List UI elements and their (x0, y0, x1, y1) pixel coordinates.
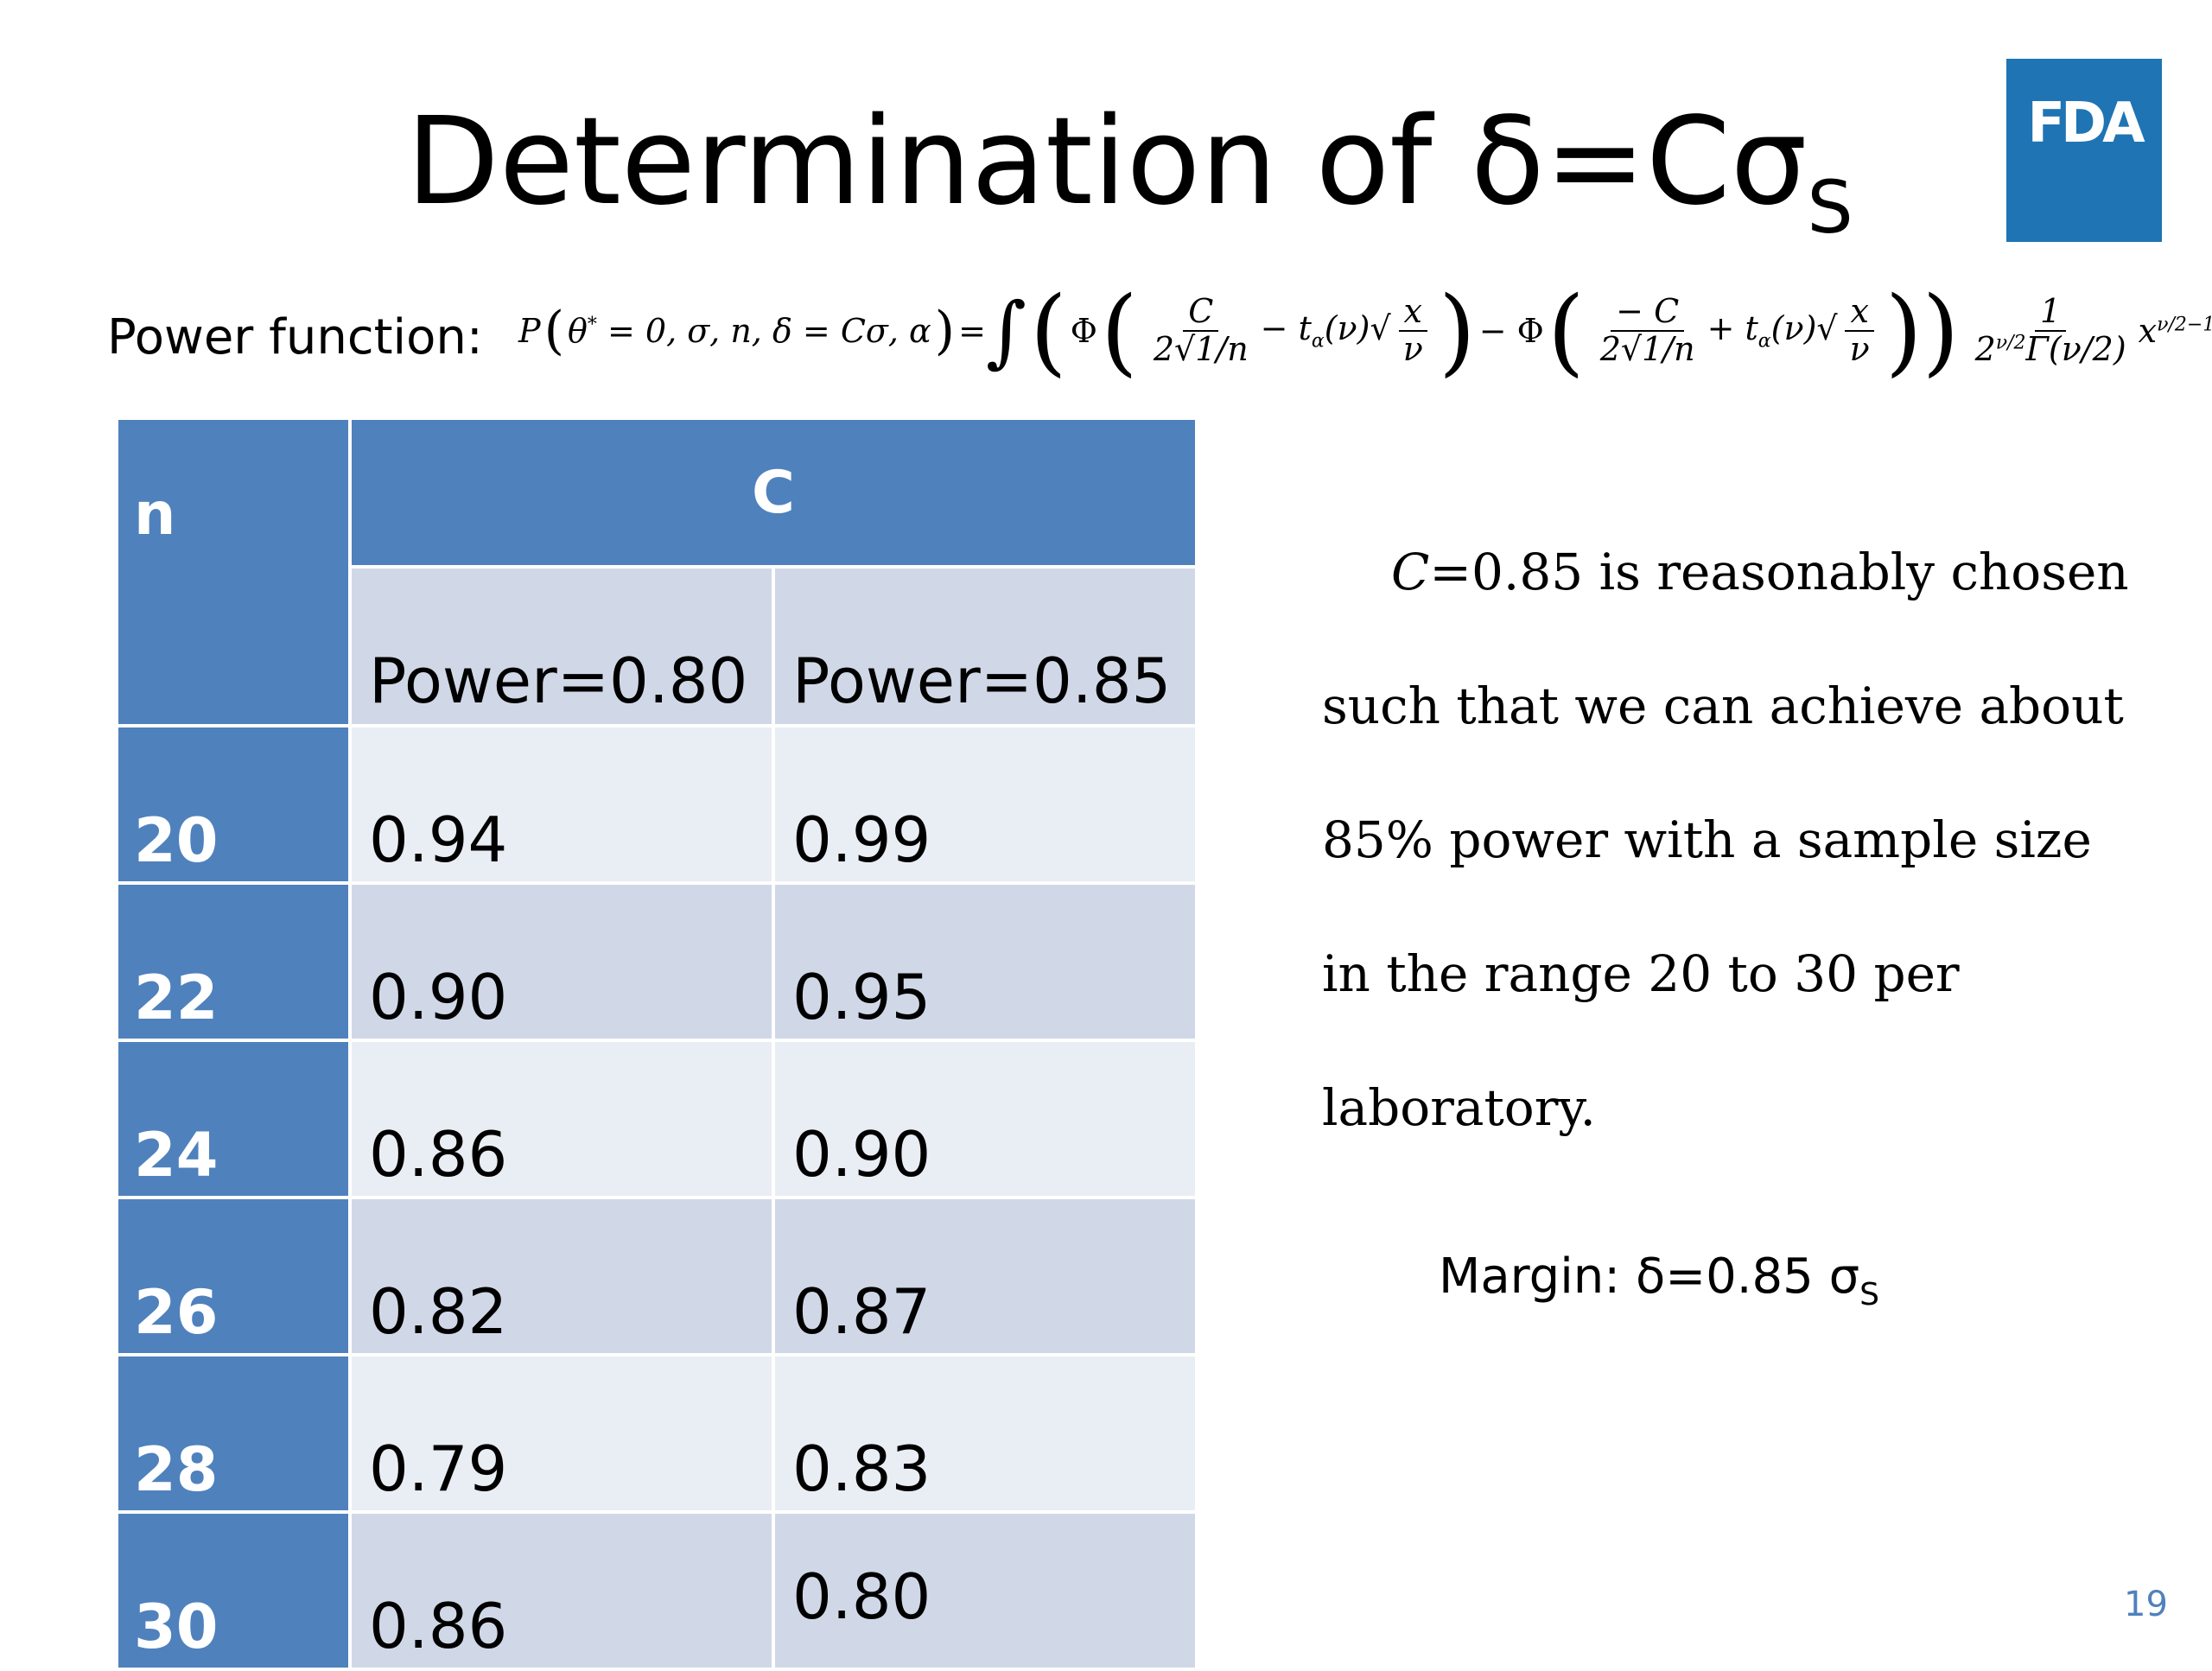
cell-power-080: 0.86 (348, 1039, 775, 1199)
cell-power-085: 0.80 (772, 1510, 1198, 1671)
cell-power-080: 0.86 (348, 1510, 775, 1671)
cell-power-080: 0.79 (348, 1353, 775, 1514)
power-function-label: Power function: (107, 309, 483, 365)
explanation-note: C=0.85 is reasonably chosen such that we… (1322, 505, 2129, 1175)
table-row: 20 0.94 0.99 (115, 724, 1198, 885)
cell-power-085: 0.95 (772, 881, 1198, 1042)
table-row: 22 0.90 0.95 (115, 881, 1198, 1042)
row-n: 30 (115, 1510, 352, 1671)
header-c: C (348, 416, 1198, 569)
note-line-5: laboratory. (1322, 1078, 1596, 1137)
header-n: n (115, 416, 352, 727)
table-row: 26 0.82 0.87 (115, 1196, 1198, 1356)
note-variable-c: C (1391, 543, 1430, 601)
table-row: 28 0.79 0.83 (115, 1353, 1198, 1514)
row-n: 20 (115, 724, 352, 885)
note-line-4: in the range 20 to 30 per (1322, 944, 1960, 1003)
row-n: 28 (115, 1353, 352, 1514)
cell-power-080: 0.94 (348, 724, 775, 885)
power-table: n C Power=0.80 Power=0.85 20 0.94 0.99 2… (115, 416, 1198, 1671)
header-power-080: Power=0.80 (348, 565, 775, 727)
cell-power-080: 0.90 (348, 881, 775, 1042)
row-n: 22 (115, 881, 352, 1042)
slide-title: Determination of δ=CσS (406, 102, 1853, 245)
margin-subscript: S (1859, 1277, 1879, 1312)
row-n: 26 (115, 1196, 352, 1356)
slide-title-subscript: S (1807, 165, 1853, 250)
power-function-formula: P(θ* = 0, σ, n, δ = Cσ, α) = ∫ (Φ( C 2√1/n… (518, 276, 2212, 386)
header-power-085: Power=0.85 (772, 565, 1198, 727)
note-line-3: 85% power with a sample size (1322, 810, 2092, 869)
cell-power-080: 0.82 (348, 1196, 775, 1356)
table-row: 24 0.86 0.90 (115, 1039, 1198, 1199)
fda-logo: FDA (2006, 59, 2162, 242)
cell-power-085: 0.83 (772, 1353, 1198, 1514)
cell-power-085: 0.90 (772, 1039, 1198, 1199)
row-n: 24 (115, 1039, 352, 1199)
cell-power-085: 0.87 (772, 1196, 1198, 1356)
note-line-1-text: =0.85 is reasonably chosen (1429, 543, 2129, 601)
page-number: 19 (2124, 1585, 2168, 1624)
margin-statement: Margin: δ=0.85 σS (1439, 1248, 1879, 1312)
fda-logo-text: FDA (2027, 92, 2145, 156)
note-line-2: such that we can achieve about (1322, 677, 2124, 735)
slide-title-main: Determination of δ=Cσ (406, 92, 1808, 232)
table-row: 30 0.86 0.80 (115, 1510, 1198, 1671)
note-line-1: C=0.85 is reasonably chosen (1322, 505, 2129, 639)
margin-text: Margin: δ=0.85 σ (1439, 1248, 1860, 1305)
cell-power-085: 0.99 (772, 724, 1198, 885)
